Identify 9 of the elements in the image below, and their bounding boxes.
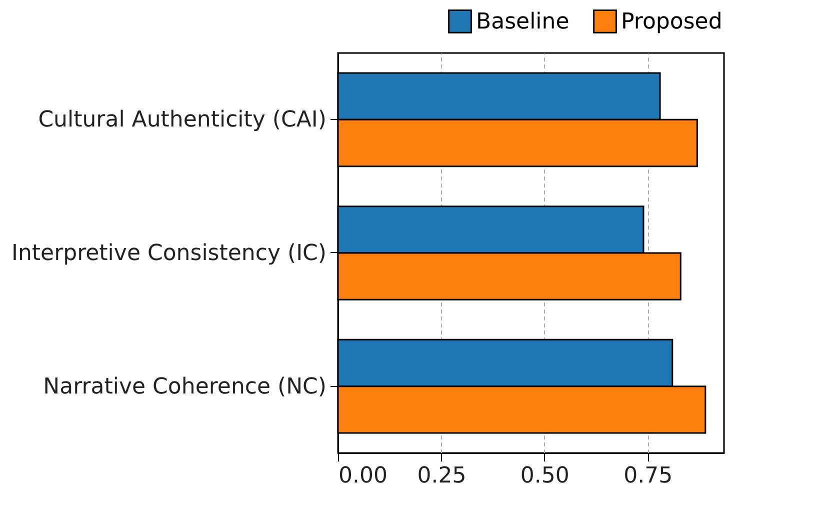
x-tick-label: 0.75 <box>624 464 673 488</box>
legend-label: Baseline <box>476 9 570 34</box>
x-tick-label: 0.50 <box>520 464 570 488</box>
y-tick-label: Interpretive Consistency (IC) <box>11 241 326 266</box>
legend-label: Proposed <box>621 9 722 34</box>
y-tick-label: Cultural Authenticity (CAI) <box>38 108 326 133</box>
x-tick-label: 0.00 <box>338 464 388 488</box>
x-tick-label: 0.25 <box>417 464 466 488</box>
y-tick-label: Narrative Coherence (NC) <box>43 374 326 400</box>
